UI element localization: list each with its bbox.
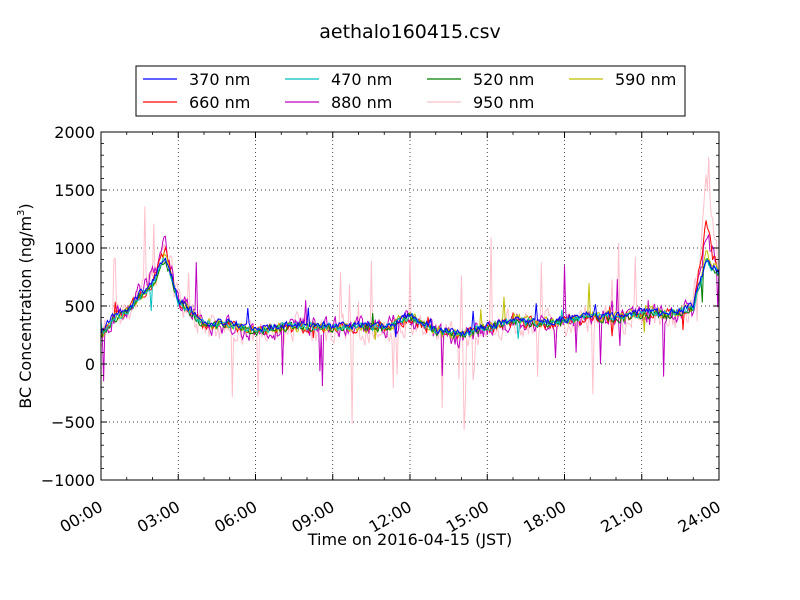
legend-label: 370 nm (189, 70, 250, 89)
legend-box (135, 65, 686, 117)
y-axis-label-close: ) (16, 203, 35, 209)
x-axis-label: Time on 2016-04-15 (JST) (307, 530, 512, 549)
legend-label: 660 nm (189, 93, 250, 112)
y-tick-label: 1500 (54, 181, 95, 200)
legend: 370 nm 470 nm 520 nm 590 nm 660 nm 880 nm 950 … (135, 65, 686, 117)
y-tick-label: −500 (51, 413, 95, 432)
series-line (101, 250, 719, 341)
y-axis-label: BC Concentration (ng/m3) (16, 203, 35, 408)
legend-label: 950 nm (473, 93, 534, 112)
legend-label: 520 nm (473, 70, 534, 89)
legend-label: 880 nm (331, 93, 392, 112)
y-tick-label: 0 (85, 355, 95, 374)
plot-area (101, 156, 719, 431)
y-tick-label: 1000 (54, 239, 95, 258)
y-tick-label: 2000 (54, 123, 95, 142)
y-tick-label: 500 (64, 297, 95, 316)
series-line (101, 220, 719, 340)
series-line (101, 257, 719, 338)
legend-label: 590 nm (615, 70, 676, 89)
y-tick-label: −1000 (41, 471, 95, 490)
legend-label: 470 nm (331, 70, 392, 89)
y-axis-label-main: BC Concentration (ng/m (16, 216, 35, 409)
y-axis-label-superscript: 3 (16, 210, 27, 216)
chart-title: aethalo160415.csv (319, 21, 501, 43)
